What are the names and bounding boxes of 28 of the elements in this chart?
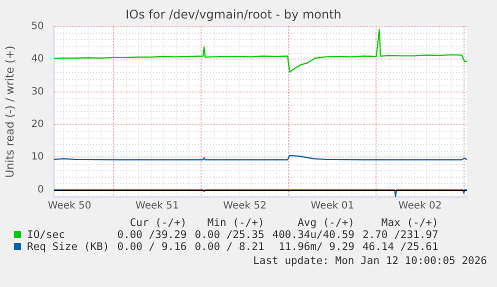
x-tick-label: Week 02	[398, 200, 442, 212]
y-tick-label: 10	[31, 152, 44, 163]
x-tick-label: Week 01	[310, 200, 354, 212]
y-tick-label: 50	[31, 20, 44, 32]
chart-title: IOs for /dev/vgmain/root - by month	[126, 7, 342, 22]
text: Avg (-/+)	[296, 217, 356, 229]
text: 0.00 / 8.21	[194, 241, 266, 253]
x-tick-label: Week 51	[136, 200, 179, 212]
text: 46.14 /25.61	[361, 241, 440, 253]
y-tick-label: 20	[31, 119, 44, 130]
text: 0.00 /39.29	[116, 229, 188, 241]
x-tick-label: Week 50	[48, 200, 92, 212]
y-axis-title: Units read (-) / write (+)	[3, 46, 16, 178]
text: 11.96m/ 9.29	[278, 241, 356, 253]
text: Cur (-/+)	[128, 217, 188, 229]
text: 0.00 /25.35	[194, 229, 266, 241]
y-tick-label: 0	[38, 184, 44, 196]
legend-label: IO/sec	[26, 229, 66, 241]
text: 0.00 / 9.16	[116, 241, 188, 253]
legend-label: Req Size (KB)	[26, 241, 110, 253]
text: Min (-/+)	[206, 217, 266, 229]
text: Max (-/+)	[380, 217, 440, 229]
y-tick-label: 40	[31, 54, 44, 65]
text: Last update: Mon Jan 12 10:00:05 2026	[253, 255, 487, 267]
y-tick-label: 30	[31, 86, 44, 98]
text: 400.34u/40.59	[271, 229, 356, 241]
text: 2.70 /231.97	[361, 229, 440, 241]
x-tick-label: Week 52	[223, 200, 266, 212]
